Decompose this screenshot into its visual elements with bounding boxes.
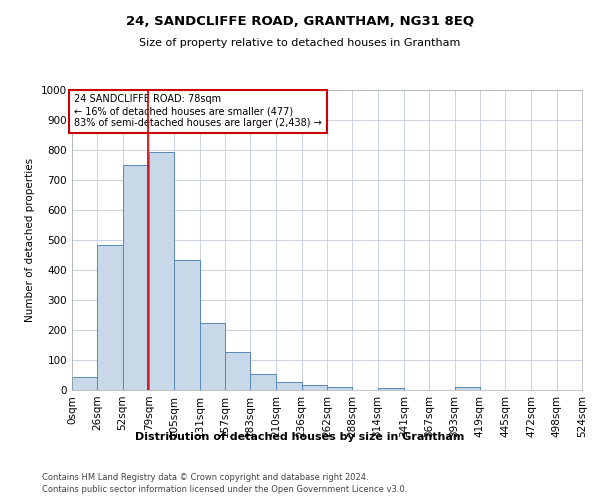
Bar: [174, 260, 200, 390]
Text: 24, SANDCLIFFE ROAD, GRANTHAM, NG31 8EQ: 24, SANDCLIFFE ROAD, GRANTHAM, NG31 8EQ: [126, 15, 474, 28]
Bar: [225, 352, 250, 390]
Bar: [149, 152, 174, 390]
Text: Contains HM Land Registry data © Crown copyright and database right 2024.: Contains HM Land Registry data © Crown c…: [42, 472, 368, 482]
Text: 24 SANDCLIFFE ROAD: 78sqm
← 16% of detached houses are smaller (477)
83% of semi: 24 SANDCLIFFE ROAD: 78sqm ← 16% of detac…: [74, 94, 322, 128]
Bar: [122, 165, 149, 390]
Bar: [302, 385, 327, 390]
Text: Contains public sector information licensed under the Open Government Licence v3: Contains public sector information licen…: [42, 485, 407, 494]
Bar: [277, 382, 302, 390]
Bar: [97, 244, 122, 390]
Bar: [455, 388, 480, 390]
Bar: [377, 388, 404, 390]
Text: Distribution of detached houses by size in Grantham: Distribution of detached houses by size …: [136, 432, 464, 442]
Bar: [199, 324, 225, 390]
Bar: [250, 374, 277, 390]
Bar: [72, 378, 97, 390]
Text: Size of property relative to detached houses in Grantham: Size of property relative to detached ho…: [139, 38, 461, 48]
Y-axis label: Number of detached properties: Number of detached properties: [25, 158, 35, 322]
Bar: [327, 387, 352, 390]
